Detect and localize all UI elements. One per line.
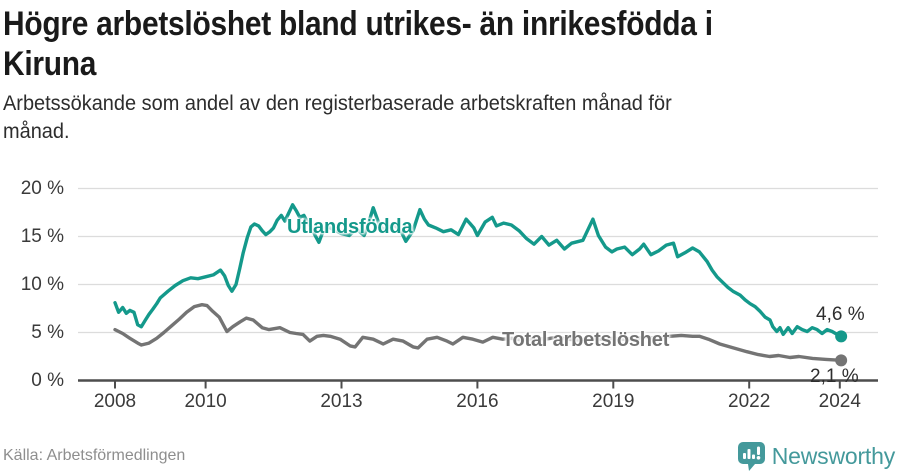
page-subtitle-line1: Arbetssökande som andel av den registerb… (3, 92, 672, 115)
newsworthy-bar-chart-bubble-icon (737, 442, 765, 471)
brand-name: Newsworthy (771, 443, 895, 469)
page-title-line2: Kiruna (3, 45, 97, 83)
page-title-line1: Högre arbetslöshet bland utrikes- än inr… (3, 5, 713, 43)
y-axis-tick-label: 15 % (20, 225, 64, 247)
page-subtitle: Arbetssökande som andel av den registerb… (3, 90, 839, 146)
x-axis-tick-label: 2019 (592, 391, 635, 412)
source-attribution: Källa: Arbetsförmedlingen (3, 447, 186, 464)
y-axis-tick-label: 20 % (20, 177, 64, 199)
x-axis-tick-label: 2013 (320, 391, 363, 412)
y-axis-tick-label: 5 % (31, 321, 64, 343)
brand-logo: Newsworthy (737, 442, 895, 471)
x-axis-tick-label: 2016 (456, 391, 499, 412)
series-label-total-arbetsloshet: Total arbetslöshet (502, 329, 670, 351)
x-axis-tick-label: 2008 (93, 391, 137, 412)
y-axis-tick-label: 10 % (20, 273, 64, 295)
page-subtitle-line2: månad. (3, 120, 70, 143)
x-axis-tick-label: 2010 (184, 391, 227, 412)
series-label-utlandsfodda: Utlandsfödda (287, 216, 413, 238)
page-title: Högre arbetslöshet bland utrikes- än inr… (3, 4, 865, 84)
end-value-total-arbetsloshet: 2,1 % (810, 366, 859, 387)
x-axis-tick-label: 2024 (818, 391, 861, 412)
end-value-utlandsfodda: 4,6 % (816, 304, 865, 325)
y-axis-tick-label: 0 % (31, 369, 64, 391)
x-axis-tick-label: 2022 (728, 391, 771, 412)
